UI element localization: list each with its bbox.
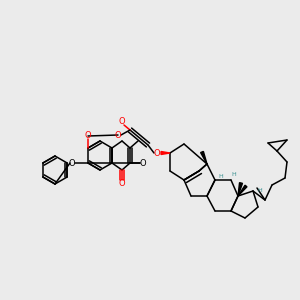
Polygon shape bbox=[161, 152, 170, 154]
Text: O: O bbox=[154, 148, 160, 158]
Polygon shape bbox=[238, 185, 247, 196]
Text: O: O bbox=[115, 130, 121, 140]
Text: H: H bbox=[219, 175, 224, 179]
Text: O: O bbox=[69, 158, 75, 167]
Text: O: O bbox=[85, 131, 91, 140]
Text: O: O bbox=[119, 178, 125, 188]
Polygon shape bbox=[238, 183, 242, 196]
Polygon shape bbox=[201, 152, 207, 164]
Text: H: H bbox=[258, 188, 262, 194]
Text: O: O bbox=[119, 118, 125, 127]
Text: O: O bbox=[140, 158, 146, 167]
Text: H: H bbox=[232, 172, 236, 178]
